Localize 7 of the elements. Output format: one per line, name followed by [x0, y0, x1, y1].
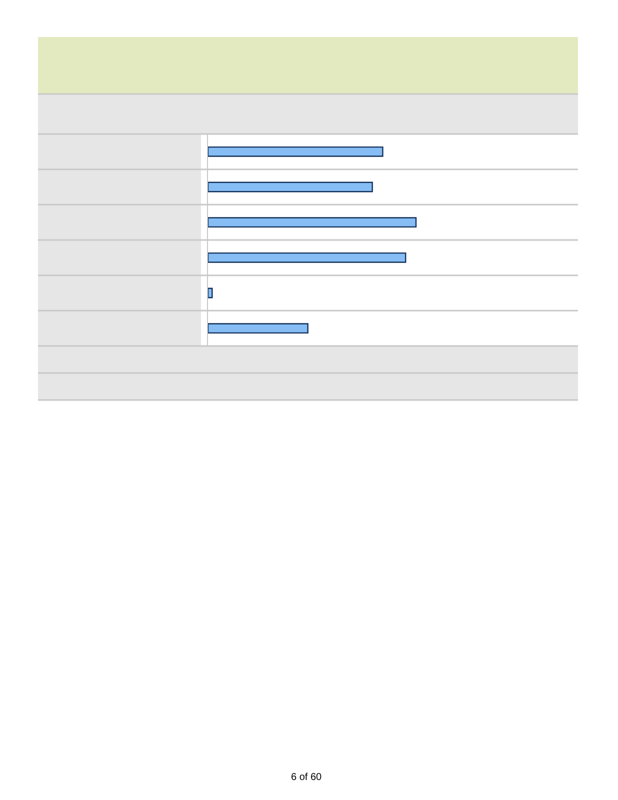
bar [208, 146, 384, 157]
bar [208, 323, 308, 334]
text: 6 of 60 [291, 772, 322, 783]
bar [208, 217, 417, 228]
bar [208, 252, 406, 263]
bar [208, 182, 373, 192]
bar [208, 288, 213, 298]
